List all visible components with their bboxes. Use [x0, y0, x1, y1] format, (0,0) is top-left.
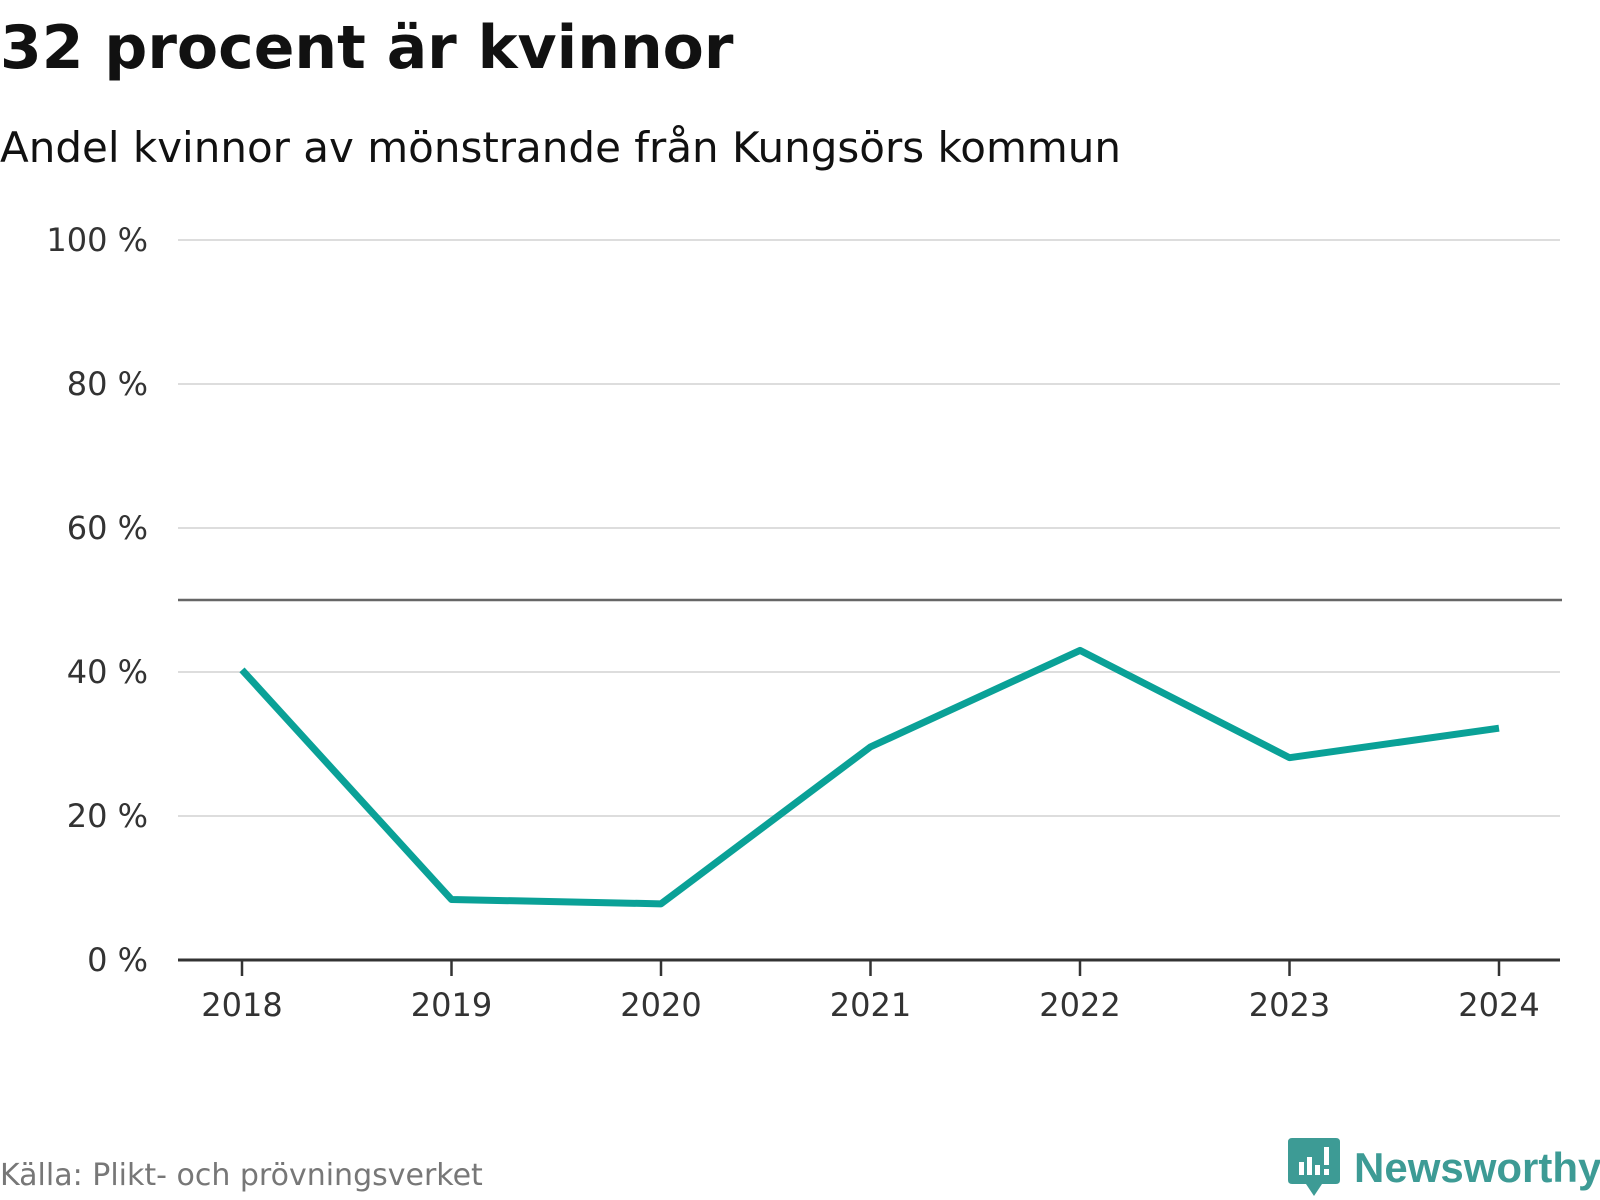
series-group — [239, 646, 1500, 908]
y-tick-label-80: 80 % — [67, 365, 148, 403]
x-tick-label-2020: 2020 — [620, 986, 701, 1024]
newsworthy-logo-icon — [1288, 1138, 1340, 1196]
y-tick-label-0: 0 % — [87, 941, 148, 979]
y-axis-labels: 0 % 20 % 40 % 60 % 80 % 100 % — [46, 221, 148, 979]
x-tick-label-2019: 2019 — [411, 986, 492, 1024]
y-tick-label-60: 60 % — [67, 509, 148, 547]
source-note: Källa: Plikt- och prövningsverket — [0, 1158, 483, 1193]
brand-logo: Newsworthy — [1288, 1138, 1600, 1198]
chart-title: 32 procent är kvinnor — [0, 13, 734, 83]
x-tick-label-2022: 2022 — [1039, 986, 1120, 1024]
gridlines — [178, 239, 1560, 817]
x-tick-label-2018: 2018 — [201, 986, 282, 1024]
y-tick-label-20: 20 % — [67, 797, 148, 835]
brand-name: Newsworthy — [1354, 1144, 1600, 1191]
y-tick-label-40: 40 % — [67, 653, 148, 691]
x-axis-labels: 2018 2019 2020 2021 2022 2023 2024 — [201, 986, 1539, 1024]
x-tick-label-2024: 2024 — [1458, 986, 1539, 1024]
series-line-0 — [239, 646, 1500, 908]
x-axis — [178, 958, 1560, 976]
chart-subtitle: Andel kvinnor av mönstrande från Kungsör… — [0, 123, 1122, 172]
y-tick-label-100: 100 % — [46, 221, 148, 259]
x-tick-label-2021: 2021 — [830, 986, 911, 1024]
x-tick-label-2023: 2023 — [1249, 986, 1330, 1024]
line-chart: 0 % 20 % 40 % 60 % 80 % 100 % 2018 2019 2020 202… — [46, 221, 1562, 1024]
